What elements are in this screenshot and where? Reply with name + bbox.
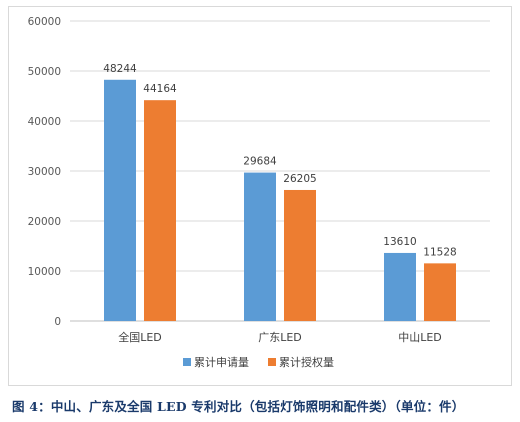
bar-grants (144, 100, 176, 322)
y-tick-label: 40000 (28, 116, 61, 128)
data-label: 26205 (283, 173, 316, 185)
y-tick-label: 0 (54, 316, 61, 328)
chart-frame: 0 10000 20000 30000 40000 50000 60000 48244 4416… (8, 6, 512, 386)
data-label: 48244 (103, 63, 137, 75)
bar-chart: 0 10000 20000 30000 40000 50000 60000 48244 4416… (28, 16, 490, 369)
bar-applications (384, 252, 416, 321)
bar-grants (424, 263, 456, 321)
legend-label: 累计申请量 (194, 356, 249, 369)
y-tick-label: 30000 (28, 166, 61, 178)
bar-applications (244, 172, 276, 321)
category-label: 全国LED (118, 330, 162, 344)
data-label: 44164 (143, 83, 177, 95)
y-tick-label: 60000 (28, 16, 61, 28)
data-label: 13610 (383, 236, 416, 248)
bar-applications (104, 79, 136, 321)
category-label: 中山LED (398, 331, 442, 344)
y-tick-label: 20000 (28, 216, 61, 228)
legend-swatch-grants (268, 358, 276, 366)
data-label: 11528 (423, 246, 456, 258)
y-tick-label: 10000 (28, 266, 61, 278)
legend-label: 累计授权量 (279, 355, 334, 369)
legend-swatch-applications (183, 358, 191, 366)
y-tick-label: 50000 (28, 66, 61, 78)
figure-caption: 图 4：中山、广东及全国 LED 专利对比（包括灯饰照明和配件类）（单位：件） (12, 399, 465, 414)
bar-grants (284, 189, 316, 321)
category-label: 广东LED (258, 331, 302, 344)
data-label: 29684 (243, 156, 277, 168)
